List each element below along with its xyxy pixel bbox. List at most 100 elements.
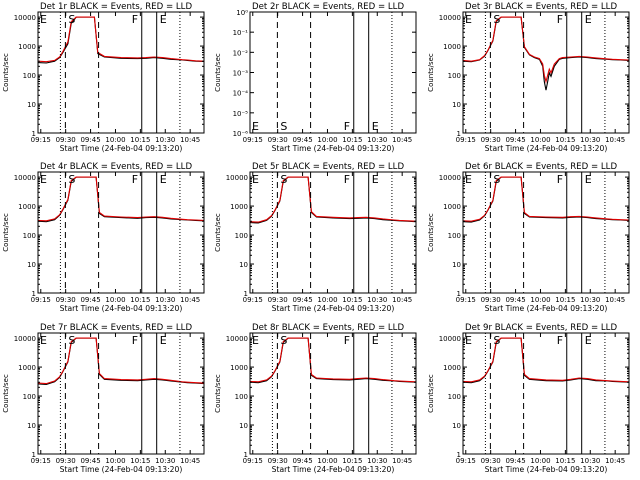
y-tick-label: 10 — [452, 101, 461, 109]
y-tick-label: 1000 — [230, 364, 248, 372]
x-tick-label: 10:45 — [605, 457, 625, 465]
series-line-lld — [38, 16, 204, 63]
series-line-lld — [463, 16, 629, 84]
x-tick-label: 10:45 — [605, 296, 625, 304]
y-tick-label: 10 — [452, 422, 461, 430]
panel-title: Det 6r BLACK = Events, RED = LLD — [465, 162, 617, 172]
y-tick-label: 10 — [27, 101, 36, 109]
panel-title: Det 1r BLACK = Events, RED = LLD — [40, 2, 192, 12]
y-tick-label: 1 — [244, 290, 248, 298]
x-tick-label: 10:15 — [342, 457, 362, 465]
x-tick-label: 10:30 — [367, 457, 387, 465]
interval-letter-e: E — [372, 120, 379, 133]
y-tick-label: 10 — [239, 422, 248, 430]
x-tick-label: 10:15 — [130, 136, 150, 144]
interval-letter-s: S — [68, 13, 75, 26]
series-line-events — [38, 16, 204, 64]
x-tick-label: 09:45 — [505, 136, 525, 144]
y-axis-label: Counts/sec — [427, 213, 435, 252]
panel-title: Det 7r BLACK = Events, RED = LLD — [40, 323, 192, 333]
y-tick-label: 1000 — [230, 203, 248, 211]
x-axis-label: Start Time (24-Feb-04 09:13:20) — [272, 304, 395, 313]
plot-frame — [249, 171, 417, 294]
x-tick-label: 10:15 — [555, 457, 575, 465]
y-tick-label: 1 — [32, 130, 36, 138]
interval-letter-e: E — [372, 173, 379, 186]
interval-letter-e: E — [465, 13, 472, 26]
panel-title: Det 4r BLACK = Events, RED = LLD — [40, 162, 192, 172]
x-tick-label: 10:00 — [530, 296, 550, 304]
x-tick-label: 09:15 — [31, 296, 51, 304]
x-tick-label: 10:45 — [605, 136, 625, 144]
interval-letter-e: E — [585, 173, 592, 186]
x-tick-label: 09:45 — [505, 457, 525, 465]
interval-letter-f: F — [344, 120, 350, 133]
interval-letter-e: E — [465, 173, 472, 186]
x-tick-label: 09:15 — [243, 457, 263, 465]
x-tick-label: 10:00 — [317, 296, 337, 304]
x-tick-label: 10:45 — [180, 296, 200, 304]
interval-letter-f: F — [132, 13, 138, 26]
interval-letter-f: F — [132, 334, 138, 347]
interval-letter-s: S — [493, 173, 500, 186]
x-tick-label: 10:15 — [555, 136, 575, 144]
series-line-events — [250, 176, 416, 224]
x-axis-label: Start Time (24-Feb-04 09:13:20) — [485, 304, 608, 313]
series-line-lld — [463, 176, 629, 222]
x-tick-label: 10:15 — [342, 136, 362, 144]
y-tick-label: 1 — [244, 451, 248, 459]
y-tick-label: 10000 — [439, 335, 461, 343]
series-line-events — [38, 337, 204, 386]
x-axis-label: Start Time (24-Feb-04 09:13:20) — [60, 304, 183, 313]
interval-letter-e: E — [160, 334, 167, 347]
y-tick-label: 10⁻⁵ — [233, 110, 249, 118]
x-tick-label: 09:45 — [80, 296, 100, 304]
y-tick-label: 100 — [448, 393, 461, 401]
y-tick-label: 10000 — [226, 174, 248, 182]
series-line-lld — [250, 176, 416, 223]
interval-letter-s: S — [280, 173, 287, 186]
x-tick-label: 09:45 — [505, 296, 525, 304]
panel-title: Det 5r BLACK = Events, RED = LLD — [252, 162, 404, 172]
x-tick-label: 10:00 — [530, 457, 550, 465]
plot-frame — [37, 11, 205, 134]
x-tick-label: 09:15 — [456, 457, 476, 465]
y-tick-label: 1000 — [18, 203, 36, 211]
x-tick-label: 10:00 — [317, 457, 337, 465]
x-tick-label: 10:45 — [392, 457, 412, 465]
x-tick-label: 10:00 — [105, 457, 125, 465]
y-tick-label: 10000 — [226, 335, 248, 343]
plot-frame — [37, 171, 205, 294]
x-tick-label: 09:30 — [56, 457, 76, 465]
x-tick-label: 10:30 — [580, 457, 600, 465]
x-tick-label: 09:15 — [456, 296, 476, 304]
interval-letter-e: E — [40, 13, 47, 26]
interval-letter-s: S — [68, 334, 75, 347]
y-tick-label: 1 — [457, 451, 461, 459]
y-tick-label: 100 — [448, 232, 461, 240]
interval-letter-s: S — [493, 334, 500, 347]
x-axis-label: Start Time (24-Feb-04 09:13:20) — [272, 144, 395, 153]
series-line-events — [463, 176, 629, 223]
plot-frame — [249, 332, 417, 455]
y-axis-label: Counts/sec — [2, 374, 10, 413]
interval-letter-f: F — [557, 13, 563, 26]
x-tick-label: 09:30 — [268, 457, 288, 465]
series-line-lld — [38, 337, 204, 385]
x-tick-label: 10:00 — [317, 136, 337, 144]
x-axis-label: Start Time (24-Feb-04 09:13:20) — [272, 465, 395, 474]
panel-title: Det 3r BLACK = Events, RED = LLD — [465, 2, 617, 12]
x-tick-label: 10:30 — [155, 457, 175, 465]
series-line-events — [38, 176, 204, 223]
series-line-events — [463, 16, 629, 91]
x-tick-label: 10:45 — [180, 136, 200, 144]
y-axis-label: Counts/sec — [2, 213, 10, 252]
interval-letter-e: E — [252, 173, 259, 186]
y-axis-label: Counts/sec — [214, 374, 222, 413]
x-tick-label: 09:15 — [243, 136, 263, 144]
y-tick-label: 10 — [27, 261, 36, 269]
x-tick-label: 09:30 — [481, 296, 501, 304]
plot-frame — [462, 11, 630, 134]
y-tick-label: 1000 — [18, 364, 36, 372]
